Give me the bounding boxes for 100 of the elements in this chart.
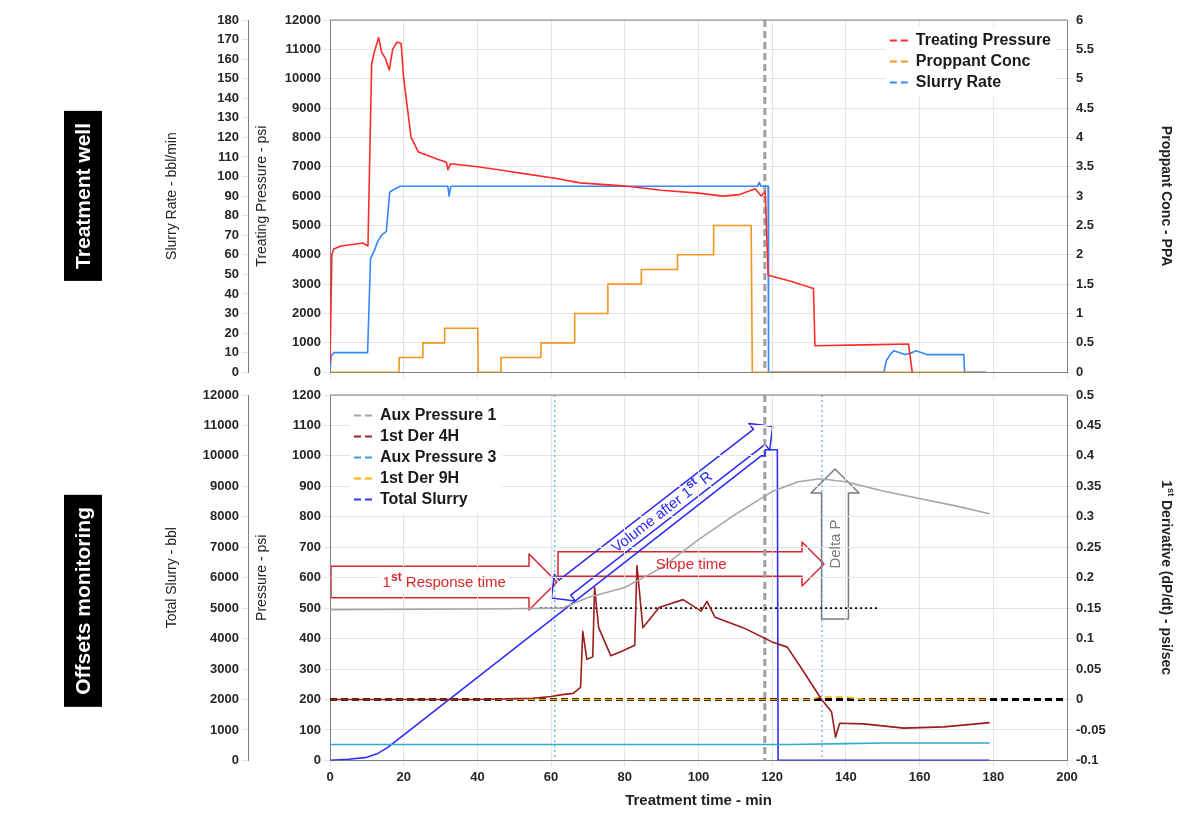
- y2-tick-label: 0.25: [1076, 538, 1102, 554]
- y3-tick-label: 11000: [203, 417, 239, 433]
- y-tick-label: 1000: [292, 447, 321, 463]
- y2-tick-label: -0.05: [1076, 721, 1106, 737]
- y3-tick-label: 140: [217, 89, 239, 105]
- y3-tick-label: 130: [217, 109, 239, 125]
- y2-axis-title: Proppant Conc - PPA: [1159, 125, 1176, 267]
- y2-tick-label: 0.1: [1076, 630, 1095, 646]
- y2-tick-label: 3: [1076, 187, 1084, 203]
- y-tick-label: 0: [313, 751, 321, 767]
- y2-tick-label: 2.5: [1076, 217, 1095, 233]
- y-tick-label: 400: [299, 630, 321, 646]
- legend-label: 1st Der 9H: [380, 468, 460, 486]
- y-tick-label: 900: [299, 477, 321, 493]
- y3-tick-label: 50: [224, 265, 239, 281]
- y-tick-label: 5000: [292, 217, 321, 233]
- legend-label: Aux Pressure 3: [380, 447, 497, 465]
- y2-tick-label: -0.1: [1076, 751, 1099, 767]
- y-tick-label: 9000: [292, 99, 321, 115]
- y-tick-label: 100: [299, 721, 321, 737]
- y2-tick-label: 6: [1076, 11, 1084, 27]
- y3-tick-label: 170: [217, 31, 239, 47]
- y3-tick-label: 70: [224, 226, 239, 242]
- y3-tick-label: 10: [224, 344, 239, 360]
- y-tick-label: 800: [299, 508, 321, 524]
- y3-tick-label: 1000: [210, 721, 239, 737]
- y-tick-label: 1100: [292, 417, 321, 433]
- y-tick-label: 3000: [292, 275, 321, 291]
- y2-tick-label: 0.5: [1076, 334, 1095, 350]
- y-tick-label: 300: [299, 660, 321, 676]
- y2-tick-label: 0: [1076, 691, 1084, 707]
- annotation: Delta P: [824, 518, 844, 571]
- y2-tick-label: 0.5: [1076, 386, 1095, 402]
- x-tick-label: 120: [761, 768, 784, 784]
- legend-label: Slurry Rate: [915, 72, 1002, 90]
- legend-label: Treating Pressure: [915, 30, 1052, 48]
- x-tick-label: 100: [687, 768, 710, 784]
- y-tick-label: 4000: [292, 246, 321, 262]
- y3-tick-label: 6000: [210, 569, 239, 585]
- y-tick-label: 600: [299, 569, 321, 585]
- legend-label: Aux Pressure 1: [380, 405, 497, 423]
- y3-tick-label: 20: [224, 324, 239, 340]
- y-tick-label: 8000: [292, 128, 321, 144]
- y2-tick-label: 2: [1076, 246, 1084, 262]
- y-tick-label: 11000: [285, 40, 321, 56]
- y3-tick-label: 80: [224, 207, 239, 223]
- y3-tick-label: 110: [218, 148, 239, 164]
- legend-label: Total Slurry: [380, 489, 468, 507]
- y2-tick-label: 1: [1076, 305, 1084, 321]
- y2-tick-label: 0.35: [1076, 477, 1102, 493]
- y2-tick-label: 5: [1076, 70, 1084, 86]
- y2-tick-label: 1.5: [1076, 275, 1095, 291]
- annotation: 1$^{st}$ Response time: [379, 570, 509, 594]
- y-tick-label: 2000: [292, 305, 321, 321]
- y3-tick-label: 30: [224, 305, 239, 321]
- y-tick-label: 12000: [284, 11, 321, 27]
- x-tick-label: 60: [543, 768, 559, 784]
- text: Treatment well: [64, 110, 102, 281]
- y2-tick-label: 0.4: [1076, 447, 1095, 463]
- y3-tick-label: 100: [217, 168, 239, 184]
- text: Offsets monitoring: [64, 494, 102, 707]
- y2-tick-label: 5.5: [1076, 40, 1095, 56]
- y-tick-label: 7000: [292, 158, 321, 174]
- x-tick-label: 0: [326, 768, 334, 784]
- y3-tick-label: 150: [217, 70, 239, 86]
- y-tick-label: 1000: [292, 334, 321, 350]
- y3-tick-label: 90: [224, 187, 239, 203]
- y2-tick-label: 4.5: [1076, 99, 1095, 115]
- y2-tick-label: 0.05: [1076, 660, 1102, 676]
- x-tick-label: 140: [835, 768, 857, 784]
- y-tick-label: 6000: [292, 187, 321, 203]
- y3-tick-label: 60: [224, 246, 239, 262]
- y2-tick-label: 0.45: [1076, 417, 1102, 433]
- legend-label: 1st Der 4H: [380, 426, 460, 444]
- y2-tick-label: 0.3: [1076, 508, 1095, 524]
- x-axis-title: Treatment time - min: [625, 791, 772, 809]
- y2-axis-title: 1st Derivative (dP/dt) - psi/sec: [1159, 480, 1177, 676]
- y3-tick-label: 5000: [210, 599, 239, 615]
- annotation: Slope time: [654, 553, 728, 574]
- y2-tick-label: 0: [1076, 363, 1084, 379]
- y3-tick-label: 40: [224, 285, 239, 301]
- y-axis-title: Treating Pressure - psi: [252, 125, 269, 267]
- y3-tick-label: 8000: [210, 508, 239, 524]
- y2-tick-label: 4: [1076, 128, 1084, 144]
- y-tick-label: 500: [299, 599, 321, 615]
- y3-tick-label: 2000: [210, 691, 239, 707]
- y3-tick-label: 160: [217, 50, 239, 66]
- y-tick-label: 0: [313, 363, 321, 379]
- legend-label: Proppant Conc: [915, 51, 1031, 69]
- x-tick-label: 160: [908, 768, 931, 784]
- y3-tick-label: 0: [231, 363, 239, 379]
- y2-tick-label: 0.2: [1076, 569, 1095, 585]
- y3-tick-label: 0: [231, 751, 239, 767]
- x-tick-label: 20: [396, 768, 411, 784]
- x-tick-label: 80: [617, 768, 633, 784]
- y3-axis-title: Total Slurry - bbl: [162, 527, 179, 629]
- y3-tick-label: 10000: [202, 447, 239, 463]
- y3-tick-label: 9000: [210, 477, 239, 493]
- x-tick-label: 180: [982, 768, 1005, 784]
- y3-axis-title: Slurry Rate - bbl/min: [162, 132, 179, 260]
